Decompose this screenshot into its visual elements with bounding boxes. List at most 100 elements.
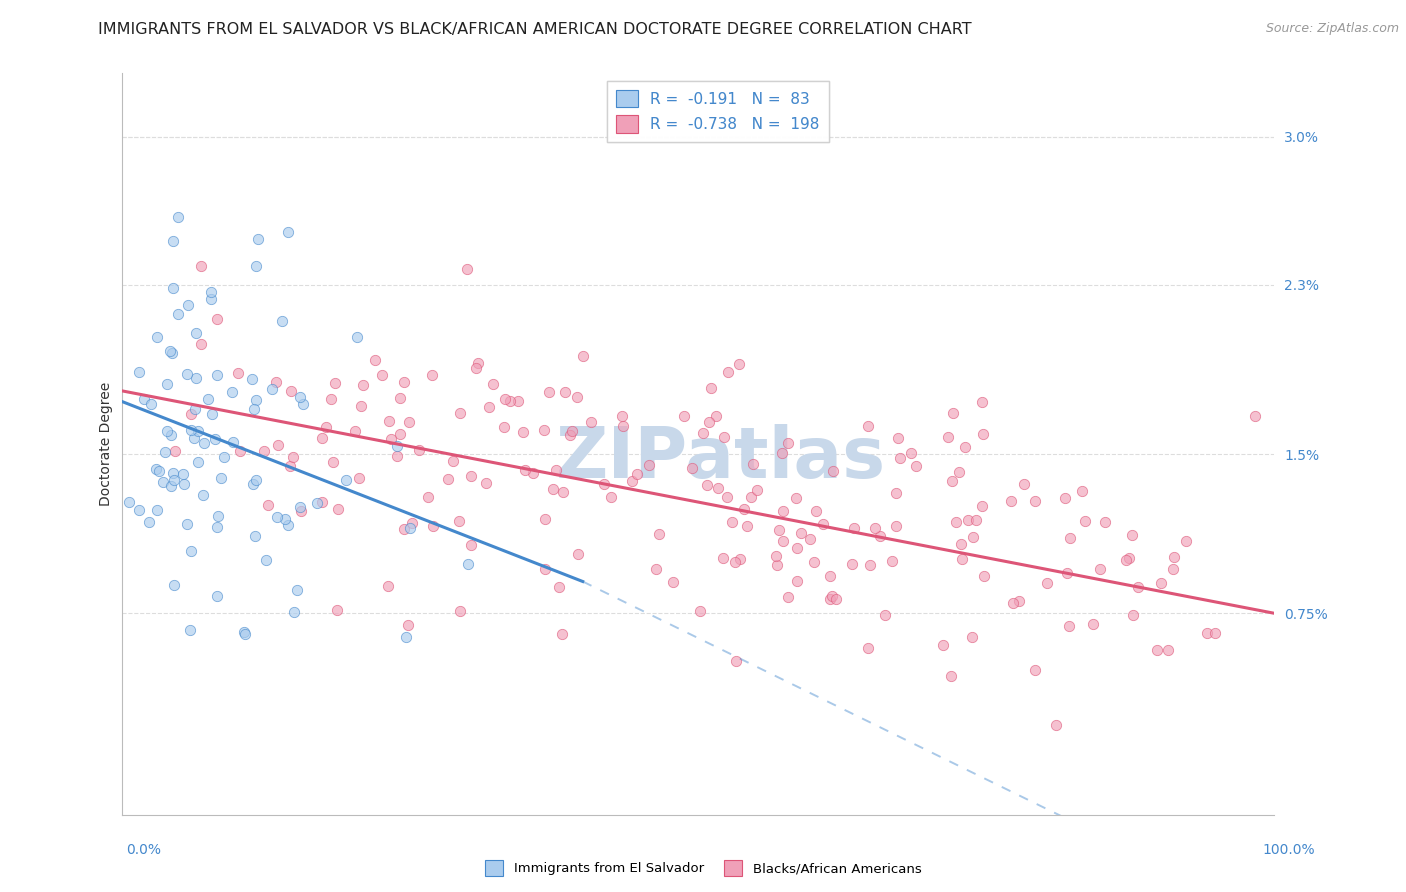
Point	[1122, 607, 1144, 622]
Point	[475, 476, 498, 491]
Point	[724, 654, 747, 668]
Point	[765, 549, 787, 563]
Point	[953, 441, 976, 455]
Point	[344, 424, 367, 438]
Point	[315, 420, 337, 434]
Point	[311, 431, 333, 445]
Point	[159, 343, 181, 358]
Point	[1000, 493, 1022, 508]
Point	[610, 409, 633, 423]
Point	[825, 592, 848, 607]
Point	[707, 481, 730, 495]
Point	[180, 408, 202, 422]
Point	[612, 419, 634, 434]
Legend: Immigrants from El Salvador, Blacks/African Americans: Immigrants from El Salvador, Blacks/Afri…	[479, 855, 927, 881]
Point	[449, 514, 471, 528]
Point	[1024, 493, 1046, 508]
Point	[803, 555, 825, 569]
Point	[766, 558, 789, 572]
Point	[512, 425, 534, 439]
Point	[863, 521, 886, 535]
Point	[378, 414, 401, 428]
Point	[740, 490, 762, 504]
Point	[478, 400, 501, 414]
Point	[274, 512, 297, 526]
Point	[547, 580, 569, 594]
Point	[290, 504, 312, 518]
Point	[398, 415, 420, 429]
Point	[128, 503, 150, 517]
Point	[163, 444, 186, 458]
Point	[280, 384, 302, 399]
Point	[645, 562, 668, 576]
Point	[593, 476, 616, 491]
Point	[245, 393, 267, 408]
Point	[200, 285, 222, 299]
Point	[180, 543, 202, 558]
Point	[973, 569, 995, 583]
Point	[621, 474, 644, 488]
Point	[972, 394, 994, 409]
Point	[214, 450, 236, 464]
Point	[747, 483, 769, 497]
Point	[626, 467, 648, 481]
Point	[148, 464, 170, 478]
Point	[420, 368, 443, 382]
Point	[245, 259, 267, 273]
Point	[283, 450, 305, 465]
Point	[380, 433, 402, 447]
Point	[786, 541, 808, 556]
Point	[534, 512, 557, 526]
Point	[277, 517, 299, 532]
Point	[418, 490, 440, 504]
Point	[494, 392, 516, 406]
Point	[266, 510, 288, 524]
Point	[790, 526, 813, 541]
Point	[209, 471, 232, 485]
Point	[811, 516, 834, 531]
Point	[841, 557, 863, 571]
Point	[226, 366, 249, 380]
Point	[145, 329, 167, 343]
Point	[818, 591, 841, 606]
Point	[804, 504, 827, 518]
Point	[422, 518, 444, 533]
Point	[637, 458, 659, 472]
Point	[264, 375, 287, 389]
Point	[1174, 533, 1197, 548]
Point	[401, 516, 423, 531]
Point	[932, 638, 955, 652]
Point	[460, 538, 482, 552]
Point	[599, 491, 621, 505]
Point	[541, 482, 564, 496]
Point	[346, 330, 368, 344]
Point	[936, 430, 959, 444]
Point	[155, 444, 177, 458]
Point	[283, 605, 305, 619]
Point	[1243, 409, 1265, 424]
Point	[138, 516, 160, 530]
Point	[681, 461, 703, 475]
Point	[551, 627, 574, 641]
Point	[180, 423, 202, 437]
Point	[186, 371, 208, 385]
Point	[408, 443, 430, 458]
Point	[396, 618, 419, 632]
Point	[449, 604, 471, 618]
Point	[173, 477, 195, 491]
Point	[235, 627, 257, 641]
Point	[724, 555, 747, 569]
Point	[554, 384, 576, 399]
Point	[818, 569, 841, 583]
Point	[197, 392, 219, 406]
Point	[287, 582, 309, 597]
Point	[242, 476, 264, 491]
Point	[494, 420, 516, 434]
Point	[347, 471, 370, 485]
Point	[288, 390, 311, 404]
Point	[190, 336, 212, 351]
Point	[900, 445, 922, 459]
Point	[1157, 643, 1180, 657]
Point	[661, 574, 683, 589]
Point	[187, 424, 209, 438]
